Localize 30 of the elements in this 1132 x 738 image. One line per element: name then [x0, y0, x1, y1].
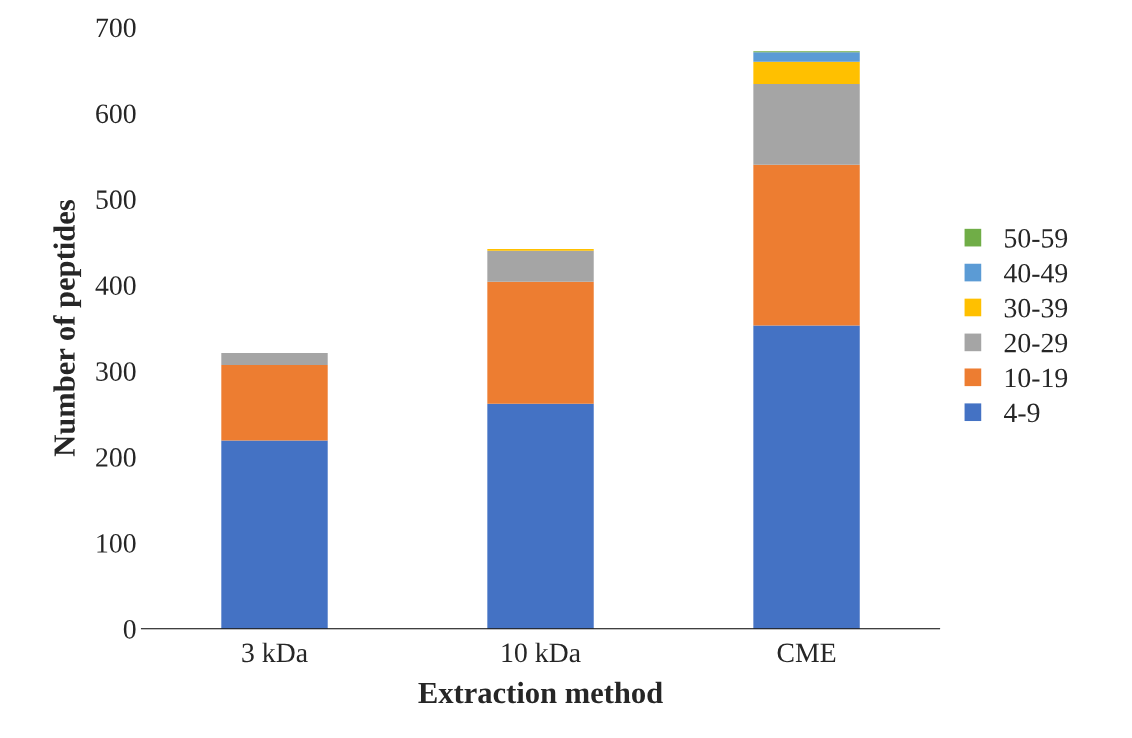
bar — [753, 164, 860, 326]
bar — [221, 440, 328, 629]
bar — [487, 250, 594, 282]
bar — [753, 52, 860, 62]
legend-label: 50-59 — [1005, 228, 1068, 248]
y-tick-label: 300 — [96, 362, 136, 381]
y-tick-label: 700 — [96, 18, 136, 38]
bar — [487, 281, 594, 404]
y-tick-label: 600 — [96, 104, 136, 124]
x-tick-label: 3 kDa — [242, 642, 308, 663]
legend-label: 30-39 — [1004, 298, 1068, 318]
legend-label: 10-19 — [1005, 368, 1068, 388]
y-tick-label: 500 — [96, 190, 136, 210]
legend-label: 4-9 — [1003, 403, 1040, 423]
y-tick-label: 200 — [96, 448, 136, 467]
legend-label: 40-49 — [1003, 263, 1068, 283]
bar — [753, 61, 860, 85]
x-tick-label: CME — [777, 643, 836, 663]
bar — [753, 84, 860, 165]
y-tick-label: 0 — [123, 619, 136, 639]
x-axis-title: Extraction method — [418, 681, 663, 704]
y-axis-title: Number of peptides — [53, 200, 82, 457]
legend-label: 20-29 — [1004, 333, 1068, 353]
bar — [221, 352, 328, 365]
bar — [221, 364, 328, 441]
bar — [487, 403, 594, 629]
bar — [753, 325, 860, 629]
x-tick-label: 10 kDa — [502, 642, 581, 663]
y-tick-label: 100 — [97, 534, 136, 553]
y-tick-label: 400 — [95, 276, 136, 295]
